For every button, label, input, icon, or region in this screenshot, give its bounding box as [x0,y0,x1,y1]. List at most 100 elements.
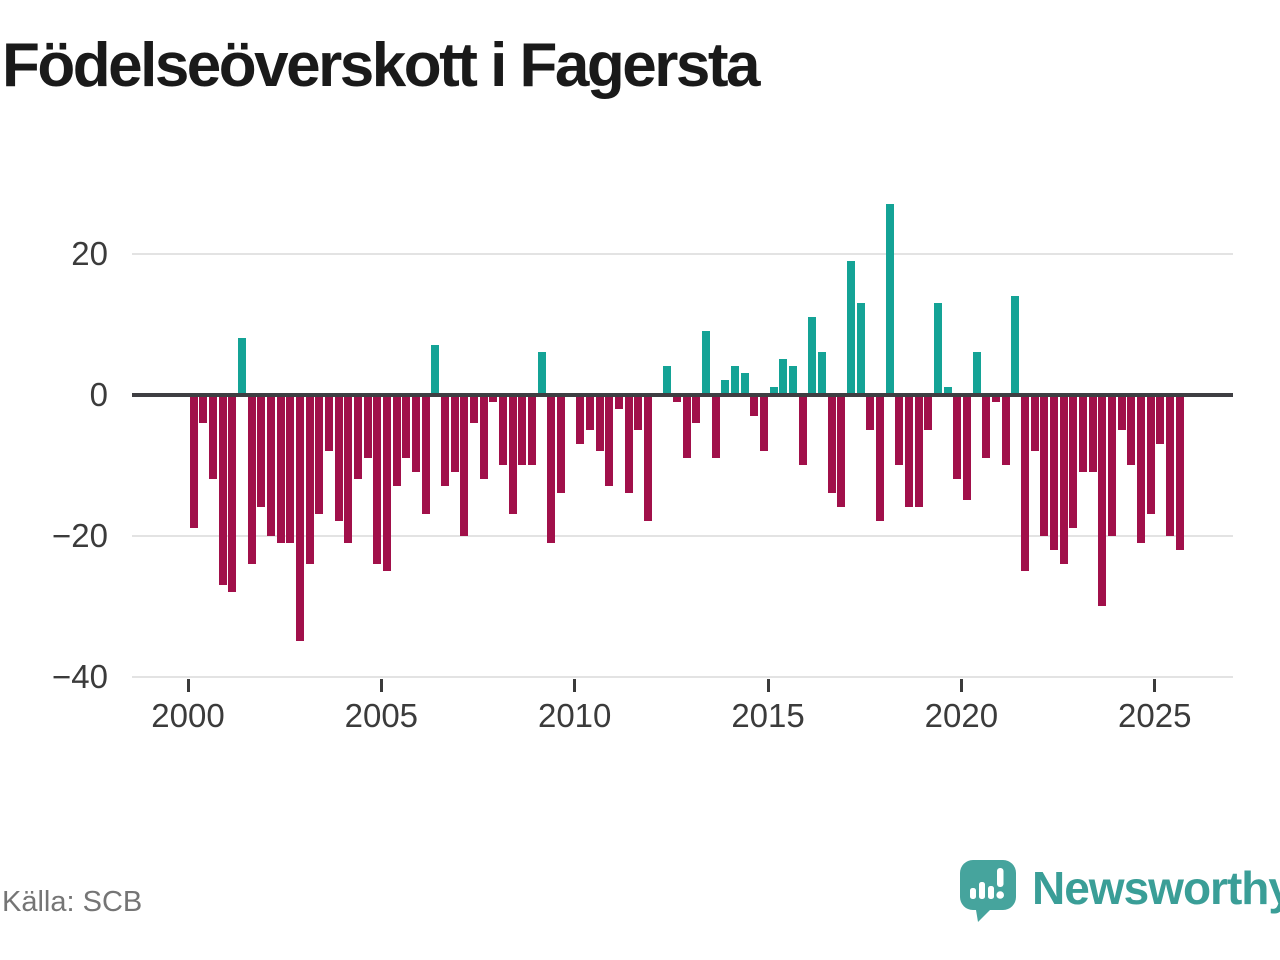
bar-2001Q1 [228,394,237,592]
bar-2005Q2 [392,394,401,487]
bar-2004Q2 [354,394,363,480]
bar-2024Q4 [1146,394,1155,515]
bar-2010Q4 [605,394,614,487]
x-tick-label-2025: 2025 [1118,697,1192,734]
bar-2002Q1 [267,394,276,536]
bar-2013Q4 [721,380,730,395]
bar-2008Q2 [508,394,517,515]
bar-2017Q3 [866,394,875,430]
bar-2020Q2 [972,352,981,395]
bar-2018Q1 [885,204,894,395]
bar-2019Q2 [934,302,942,395]
gridline-y-20 [132,534,1233,537]
plot-area [132,190,1233,682]
bar-2012Q2 [663,366,672,395]
bar-2003Q3 [325,394,334,451]
bar-2021Q2 [1011,295,1020,395]
x-tick-label-2005: 2005 [344,697,419,734]
bar-2001Q2 [238,338,247,395]
bar-2001Q3 [247,394,256,564]
bar-2018Q2 [895,394,904,465]
bar-2021Q3 [1020,394,1029,571]
bar-2002Q4 [296,394,305,642]
bar-2011Q2 [624,394,633,494]
bar-2007Q1 [460,394,469,536]
bar-2023Q4 [1107,394,1116,536]
x-tick-label-2010: 2010 [537,697,612,734]
bar-2023Q1 [1078,394,1087,473]
x-tick-label-2000: 2000 [151,697,225,734]
bar-2016Q2 [818,352,827,395]
x-tick-2010 [573,679,577,692]
bar-2011Q4 [644,394,653,522]
chart-title: Födelseöverskott i Fagersta [2,31,761,100]
bar-2000Q4 [218,394,227,585]
bar-2013Q2 [702,331,711,395]
bar-2014Q2 [740,373,749,395]
bar-2022Q3 [1059,394,1068,564]
bar-2017Q1 [847,260,856,395]
newsworthy-wordmark: Newsworthy [1032,862,1280,914]
bar-2022Q4 [1069,394,1078,529]
source-note: Källa: SCB [2,886,143,918]
bar-2010Q1 [576,394,585,444]
bar-2025Q3 [1175,394,1184,550]
bar-2019Q1 [924,394,933,430]
bar-2010Q2 [586,394,595,430]
bar-2007Q2 [470,394,479,423]
bar-2003Q2 [315,394,324,515]
bar-2020Q3 [982,394,991,458]
y-tick-label--20: −20 [52,517,108,554]
bar-2020Q4 [991,394,1000,402]
bar-2001Q4 [257,394,266,508]
bar-2004Q4 [373,394,382,564]
logo-exclamation-stem [997,868,1004,887]
bar-2013Q3 [711,394,720,458]
bar-2023Q3 [1098,394,1107,606]
gridline-y-40 [132,675,1233,678]
x-tick-label-2020: 2020 [924,697,999,734]
bar-2010Q3 [595,394,604,451]
bar-2013Q1 [692,394,701,423]
bar-2011Q1 [615,394,624,409]
bar-2024Q3 [1136,394,1145,543]
x-tick-label-2015: 2015 [731,697,805,734]
x-tick-2005 [379,679,383,692]
bar-2016Q3 [827,394,836,494]
bar-2009Q3 [557,394,566,494]
bar-2003Q1 [305,394,314,564]
y-tick-label-20: 20 [71,235,108,272]
y-tick-label--40: −40 [52,658,108,695]
bar-2022Q1 [1040,394,1049,536]
bar-2016Q1 [808,316,817,395]
bar-2006Q3 [441,394,450,487]
bar-2025Q1 [1156,394,1165,444]
y-tick-label-0: 0 [89,376,108,413]
logo-bar-small [970,888,976,899]
gridline-y20 [132,252,1233,255]
bar-2011Q3 [634,394,643,430]
bar-2007Q3 [479,394,488,480]
bar-2008Q1 [499,394,508,465]
bar-2016Q4 [837,394,846,508]
bar-2017Q4 [876,394,884,522]
bar-2025Q2 [1165,394,1174,536]
bar-2005Q3 [402,394,411,458]
bar-2024Q1 [1117,394,1126,430]
x-tick-2000 [186,679,190,692]
bar-2018Q3 [905,394,913,508]
bar-2015Q4 [798,394,807,465]
bar-2017Q2 [856,302,865,395]
bar-2012Q3 [673,394,682,402]
x-tick-2015 [766,679,770,692]
bar-2008Q4 [528,394,537,465]
bar-2021Q1 [1001,394,1010,465]
bar-2008Q3 [518,394,527,465]
logo-bar-medium [988,886,994,899]
bar-2014Q4 [760,394,769,451]
x-tick-2020 [959,679,963,692]
bar-2006Q1 [421,394,430,515]
bar-2009Q2 [547,394,556,543]
bar-2015Q3 [789,366,798,395]
